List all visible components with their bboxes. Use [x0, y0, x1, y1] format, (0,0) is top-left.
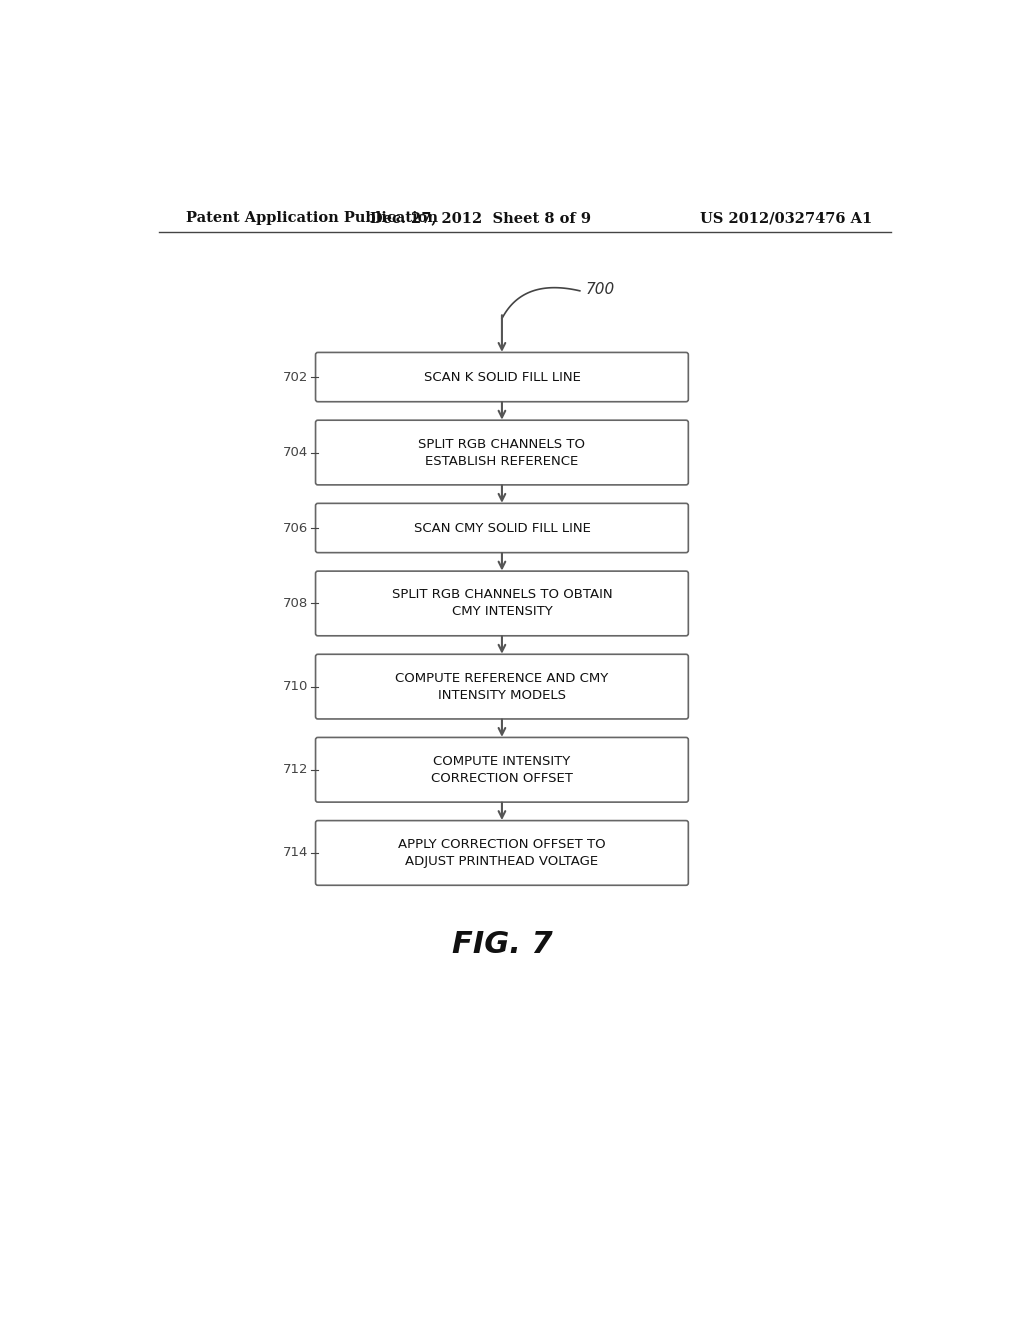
Text: APPLY CORRECTION OFFSET TO
ADJUST PRINTHEAD VOLTAGE: APPLY CORRECTION OFFSET TO ADJUST PRINTH…: [398, 838, 606, 869]
Text: Dec. 27, 2012  Sheet 8 of 9: Dec. 27, 2012 Sheet 8 of 9: [370, 211, 591, 226]
Text: SCAN K SOLID FILL LINE: SCAN K SOLID FILL LINE: [424, 371, 581, 384]
Text: 700: 700: [586, 281, 614, 297]
FancyBboxPatch shape: [315, 655, 688, 719]
FancyBboxPatch shape: [315, 420, 688, 484]
Text: 706: 706: [284, 521, 308, 535]
FancyBboxPatch shape: [315, 821, 688, 886]
Text: US 2012/0327476 A1: US 2012/0327476 A1: [699, 211, 872, 226]
Text: Patent Application Publication: Patent Application Publication: [186, 211, 438, 226]
FancyBboxPatch shape: [315, 503, 688, 553]
Text: SPLIT RGB CHANNELS TO OBTAIN
CMY INTENSITY: SPLIT RGB CHANNELS TO OBTAIN CMY INTENSI…: [391, 589, 612, 619]
Text: FIG. 7: FIG. 7: [452, 931, 552, 960]
Text: COMPUTE REFERENCE AND CMY
INTENSITY MODELS: COMPUTE REFERENCE AND CMY INTENSITY MODE…: [395, 672, 608, 702]
Text: 714: 714: [284, 846, 308, 859]
Text: SPLIT RGB CHANNELS TO
ESTABLISH REFERENCE: SPLIT RGB CHANNELS TO ESTABLISH REFERENC…: [419, 437, 586, 467]
Text: 710: 710: [284, 680, 308, 693]
FancyBboxPatch shape: [315, 352, 688, 401]
FancyBboxPatch shape: [315, 738, 688, 803]
Text: SCAN CMY SOLID FILL LINE: SCAN CMY SOLID FILL LINE: [414, 521, 591, 535]
Text: 708: 708: [284, 597, 308, 610]
Text: 712: 712: [283, 763, 308, 776]
Text: 704: 704: [284, 446, 308, 459]
FancyBboxPatch shape: [315, 572, 688, 636]
Text: COMPUTE INTENSITY
CORRECTION OFFSET: COMPUTE INTENSITY CORRECTION OFFSET: [431, 755, 572, 785]
Text: 702: 702: [284, 371, 308, 384]
